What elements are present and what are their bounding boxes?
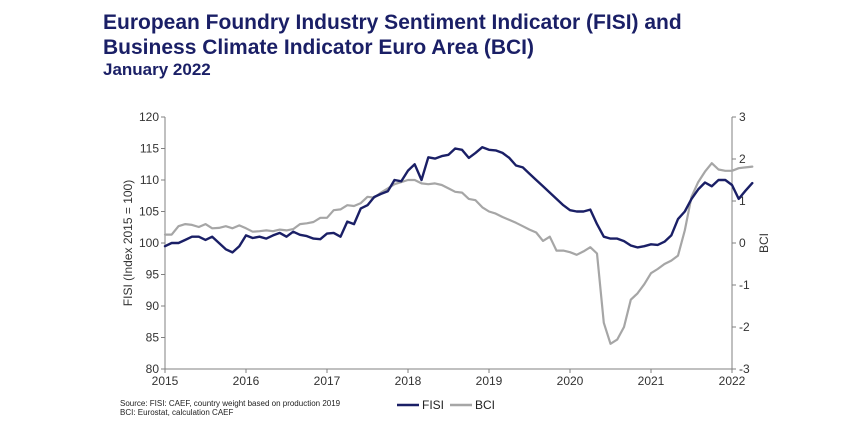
chart-title: European Foundry Industry Sentiment Indi… [103, 10, 682, 60]
x-tick-label: 2019 [476, 374, 503, 388]
y-left-tick-label: 95 [146, 268, 160, 282]
tick-labels: 80 85 90 95 100 105 110 115 120 -3 -2 -1 0 1 2 3 2015 201… [139, 110, 750, 388]
x-tick-label: 2018 [395, 374, 422, 388]
y-right-tick-label: 3 [739, 110, 746, 124]
source-note: Source: FISI: CAEF, country weight based… [120, 399, 340, 417]
title-line-1: European Foundry Industry Sentiment Indi… [103, 11, 682, 34]
x-tick-label: 2021 [638, 374, 665, 388]
y-left-tick-label: 105 [139, 205, 159, 219]
title-line-2: Business Climate Indicator Euro Area (BC… [103, 36, 534, 59]
legend-bci-label: BCI [475, 398, 495, 412]
source-line-2: BCI: Eurostat, calculation CAEF [120, 408, 234, 417]
y-right-tick-label: -2 [739, 320, 750, 334]
y-right-tick-label: -1 [739, 278, 750, 292]
legend-fisi-label: FISI [422, 398, 444, 412]
y-axis-left-title: FISI (Index 2015 = 100) [121, 180, 135, 306]
y-axis-right-title: BCI [757, 233, 771, 253]
y-left-tick-label: 110 [140, 173, 159, 187]
series-line-fisi [163, 145, 754, 254]
x-tick-label: 2020 [557, 374, 584, 388]
series-lines [163, 145, 754, 345]
y-left-tick-label: 90 [146, 299, 160, 313]
chart-subtitle: January 2022 [103, 60, 211, 79]
y-left-tick-label: 85 [146, 331, 160, 345]
y-right-tick-label: 2 [739, 152, 746, 166]
y-left-tick-label: 100 [139, 236, 159, 250]
y-left-tick-label: 115 [140, 142, 159, 156]
x-tick-label: 2016 [233, 374, 260, 388]
x-tick-label: 2017 [314, 374, 341, 388]
x-tick-label: 2022 [719, 374, 746, 388]
x-tick-label: 2015 [152, 374, 179, 388]
y-left-tick-label: 80 [146, 362, 160, 376]
y-right-tick-label: -3 [739, 362, 750, 376]
y-left-tick-label: 120 [139, 110, 159, 124]
y-right-tick-label: 0 [739, 236, 746, 250]
chart-legend: FISI BCI [397, 398, 495, 412]
source-line-1: Source: FISI: CAEF, country weight based… [120, 399, 341, 408]
chart-axes [161, 116, 736, 373]
y-right-tick-label: 1 [739, 194, 746, 208]
series-line-bci [163, 162, 754, 345]
